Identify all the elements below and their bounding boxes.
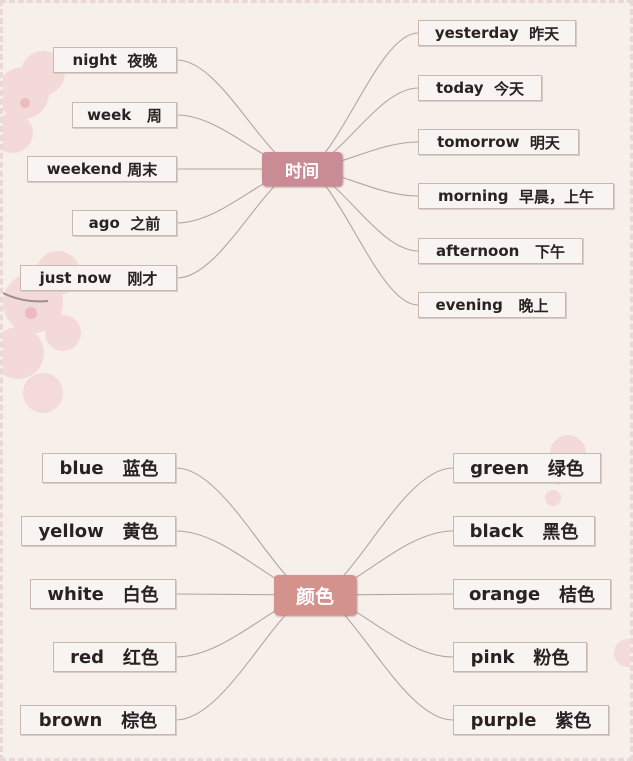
node-en: ago — [88, 214, 120, 232]
time-node-afternoon[interactable]: afternoon 下午 — [418, 238, 583, 264]
node-en: today — [435, 79, 484, 97]
node-zh: 刚才 — [127, 269, 158, 288]
node-zh: 绿色 — [547, 459, 584, 480]
node-en: morning — [437, 187, 509, 205]
color-node-orange[interactable]: orange 桔色 — [453, 579, 611, 609]
node-zh: 紫色 — [555, 711, 592, 732]
color-node-yellow[interactable]: yellow 黄色 — [21, 516, 176, 546]
node-zh: 黑色 — [542, 522, 579, 543]
connector-line — [301, 32, 419, 170]
color-node-white[interactable]: white 白色 — [30, 579, 176, 609]
time-node-ago[interactable]: ago 之前 — [72, 210, 177, 236]
node-en: green — [470, 457, 530, 479]
node-zh: 晚上 — [518, 296, 549, 315]
time-hub[interactable]: 时间 — [262, 152, 342, 186]
color-node-purple[interactable]: purple 紫色 — [453, 705, 609, 735]
time-node-yesterday[interactable]: yesterday 昨天 — [418, 20, 576, 46]
node-zh: 桔色 — [559, 585, 596, 606]
node-zh: 周 — [146, 106, 162, 125]
connector-line — [301, 168, 419, 306]
time-node-evening[interactable]: evening 晚上 — [418, 292, 566, 318]
node-zh: 粉色 — [533, 648, 570, 669]
node-zh: 棕色 — [121, 711, 158, 732]
node-en: orange — [468, 583, 541, 605]
time-node-tomorrow[interactable]: tomorrow 明天 — [418, 129, 579, 155]
color-node-brown[interactable]: brown 棕色 — [20, 705, 176, 735]
node-en: black — [469, 520, 524, 542]
time-node-today[interactable]: today 今天 — [418, 75, 542, 101]
node-en: purple — [470, 709, 537, 731]
node-zh: 红色 — [122, 648, 159, 669]
color-node-pink[interactable]: pink 粉色 — [453, 642, 587, 672]
node-en: night — [72, 51, 117, 69]
node-en: week — [87, 106, 132, 124]
node-en: blue — [59, 457, 104, 479]
node-zh: 明天 — [529, 133, 560, 152]
time-node-just-now[interactable]: just now 刚才 — [20, 265, 177, 291]
node-zh: 今天 — [494, 79, 525, 98]
node-zh: 黄色 — [122, 522, 159, 543]
node-en: red — [70, 646, 105, 668]
color-node-red[interactable]: red 红色 — [53, 642, 176, 672]
node-en: weekend — [46, 160, 123, 178]
node-en: evening — [435, 296, 503, 314]
node-en: yesterday — [434, 24, 519, 42]
node-en: pink — [470, 646, 515, 668]
node-zh: 夜晚 — [127, 51, 158, 70]
node-en: yellow — [38, 520, 104, 542]
time-node-week[interactable]: week 周 — [72, 102, 177, 128]
color-node-black[interactable]: black 黑色 — [453, 516, 595, 546]
node-zh: 昨天 — [529, 24, 560, 43]
node-en: afternoon — [435, 242, 520, 260]
node-zh: 之前 — [130, 214, 161, 233]
color-node-blue[interactable]: blue 蓝色 — [42, 453, 176, 483]
color-node-green[interactable]: green 绿色 — [453, 453, 601, 483]
time-node-night[interactable]: night 夜晚 — [53, 47, 177, 73]
node-en: tomorrow — [437, 133, 520, 151]
node-zh: 白色 — [122, 585, 159, 606]
time-node-weekend[interactable]: weekend 周末 — [27, 156, 177, 182]
branch-decoration — [3, 292, 49, 303]
node-zh: 周末 — [127, 160, 158, 179]
time-node-morning[interactable]: morning 早晨，上午 — [418, 183, 614, 209]
node-en: just now — [39, 269, 112, 287]
node-zh: 蓝色 — [122, 459, 159, 480]
node-zh: 下午 — [535, 242, 566, 261]
color-hub[interactable]: 颜色 — [274, 575, 356, 615]
node-en: white — [47, 583, 104, 605]
node-en: brown — [38, 709, 103, 731]
node-zh: 早晨，上午 — [519, 187, 595, 206]
